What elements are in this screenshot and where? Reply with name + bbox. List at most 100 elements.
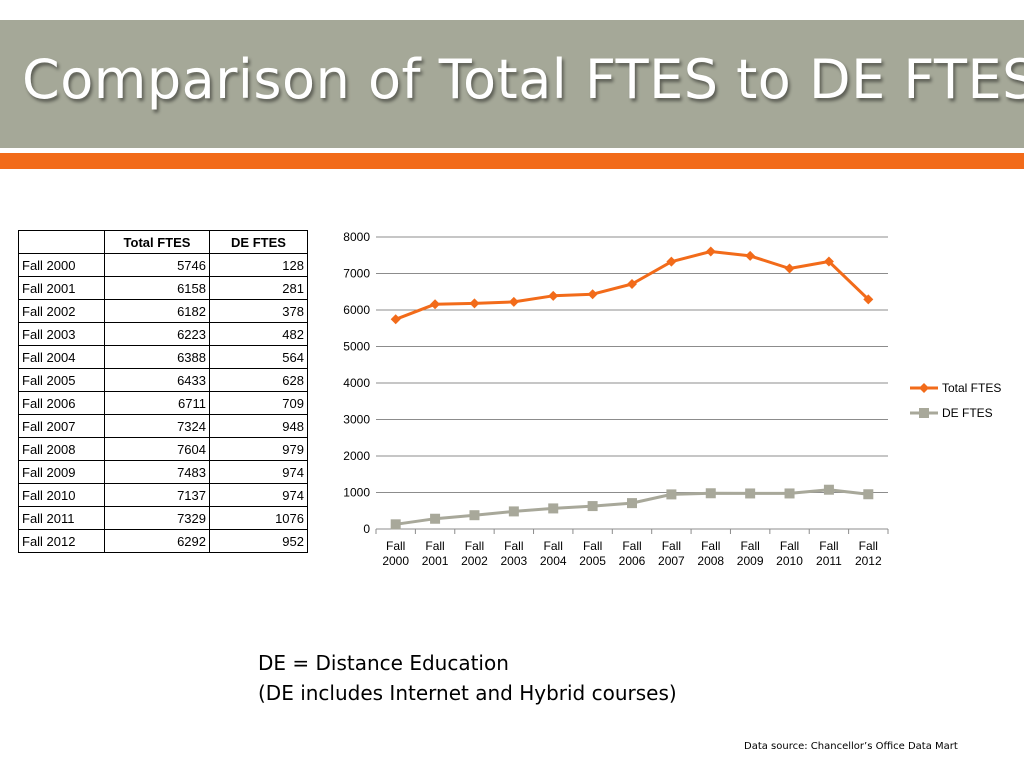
data-point: [823, 484, 834, 495]
legend-marker: [919, 408, 929, 418]
de-ftes-cell: 709: [209, 391, 308, 415]
row-label: Fall 2010: [18, 483, 105, 507]
row-label: Fall 2007: [18, 414, 105, 438]
y-tick-label: 7000: [343, 267, 370, 281]
data-point: [784, 488, 795, 499]
data-point: [627, 498, 637, 509]
de-ftes-cell: 482: [209, 322, 308, 346]
row-label: Fall 2011: [18, 506, 105, 530]
x-tick-label: Fall: [465, 539, 484, 553]
x-tick-label: Fall: [662, 539, 681, 553]
de-ftes-cell: 128: [209, 253, 308, 277]
x-tick-label: 2009: [737, 554, 764, 568]
accent-bar: [0, 153, 1024, 169]
note-line: DE = Distance Education: [258, 651, 509, 675]
x-tick-label: Fall: [386, 539, 405, 553]
data-point: [587, 289, 598, 300]
table-header-cell: [18, 230, 105, 254]
data-source: Data source: Chancellor’s Office Data Ma…: [744, 741, 958, 752]
de-ftes-cell: 378: [209, 299, 308, 323]
data-point: [390, 314, 401, 325]
table-row: Fall 2010 7137 974: [18, 483, 308, 507]
table-row: Fall 2003 6223 482: [18, 322, 308, 346]
x-tick-label: 2005: [579, 554, 606, 568]
total-ftes-cell: 6292: [104, 529, 210, 553]
table-row: Fall 2001 6158 281: [18, 276, 308, 300]
table-header-row: Total FTES DE FTES: [18, 230, 308, 254]
de-ftes-cell: 974: [209, 460, 308, 484]
x-tick-label: 2002: [461, 554, 488, 568]
x-tick-label: Fall: [622, 539, 641, 553]
note-block: DE = Distance Education (DE includes Int…: [258, 648, 677, 708]
table-row: Fall 2007 7324 948: [18, 414, 308, 438]
y-tick-label: 2000: [343, 449, 370, 463]
total-ftes-cell: 7329: [104, 506, 210, 530]
de-ftes-cell: 948: [209, 414, 308, 438]
title-band: Comparison of Total FTES to DE FTES: [0, 20, 1024, 148]
data-point: [745, 250, 756, 261]
y-tick-label: 6000: [343, 303, 370, 317]
total-ftes-cell: 6711: [104, 391, 210, 415]
row-label: Fall 2012: [18, 529, 105, 553]
data-point: [548, 290, 559, 301]
data-point: [508, 296, 519, 307]
total-ftes-cell: 7137: [104, 483, 210, 507]
row-label: Fall 2006: [18, 391, 105, 415]
data-point: [666, 489, 677, 500]
total-ftes-cell: 7324: [104, 414, 210, 438]
table-row: Fall 2002 6182 378: [18, 299, 308, 323]
x-tick-label: 2006: [619, 554, 646, 568]
y-tick-label: 8000: [343, 230, 370, 244]
data-point: [666, 256, 677, 267]
data-point: [430, 299, 441, 310]
x-tick-label: 2011: [816, 554, 842, 568]
de-ftes-cell: 281: [209, 276, 308, 300]
note-line: (DE includes Internet and Hybrid courses…: [258, 681, 677, 705]
x-tick-label: 2000: [382, 554, 409, 568]
de-ftes-cell: 979: [209, 437, 308, 461]
row-label: Fall 2002: [18, 299, 105, 323]
total-ftes-cell: 6388: [104, 345, 210, 369]
y-tick-label: 5000: [343, 340, 370, 354]
de-ftes-cell: 628: [209, 368, 308, 392]
x-tick-label: Fall: [425, 539, 444, 553]
ftes-line-chart: 010002000300040005000600070008000Fall200…: [343, 230, 1001, 568]
table-row: Fall 2005 6433 628: [18, 368, 308, 392]
table-row: Fall 2012 6292 952: [18, 529, 308, 553]
data-point: [469, 510, 480, 521]
data-point: [823, 256, 834, 267]
x-tick-label: 2003: [500, 554, 527, 568]
legend-label: DE FTES: [942, 406, 993, 420]
data-point: [627, 279, 637, 290]
row-label: Fall 2005: [18, 368, 105, 392]
data-point: [469, 298, 480, 309]
de-ftes-cell: 1076: [209, 506, 308, 530]
data-point: [863, 294, 874, 305]
data-point: [587, 501, 598, 512]
row-label: Fall 2003: [18, 322, 105, 346]
x-tick-label: Fall: [780, 539, 799, 553]
x-tick-label: Fall: [819, 539, 838, 553]
table-row: Fall 2008 7604 979: [18, 437, 308, 461]
x-tick-label: 2008: [697, 554, 724, 568]
y-tick-label: 4000: [343, 376, 370, 390]
total-ftes-cell: 5746: [104, 253, 210, 277]
table-row: Fall 2011 7329 1076: [18, 506, 308, 530]
x-tick-label: Fall: [583, 539, 602, 553]
de-ftes-cell: 564: [209, 345, 308, 369]
data-point: [705, 246, 716, 257]
x-tick-label: Fall: [504, 539, 523, 553]
data-point: [705, 488, 716, 499]
table-row: Fall 2000 5746 128: [18, 253, 308, 277]
row-label: Fall 2004: [18, 345, 105, 369]
legend-label: Total FTES: [942, 381, 1001, 395]
total-ftes-cell: 6158: [104, 276, 210, 300]
row-label: Fall 2001: [18, 276, 105, 300]
x-tick-label: 2007: [658, 554, 685, 568]
data-point: [390, 519, 401, 530]
table-row: Fall 2004 6388 564: [18, 345, 308, 369]
x-tick-label: Fall: [740, 539, 759, 553]
row-label: Fall 2008: [18, 437, 105, 461]
x-tick-label: 2010: [776, 554, 803, 568]
slide-title: Comparison of Total FTES to DE FTES: [22, 48, 1024, 111]
